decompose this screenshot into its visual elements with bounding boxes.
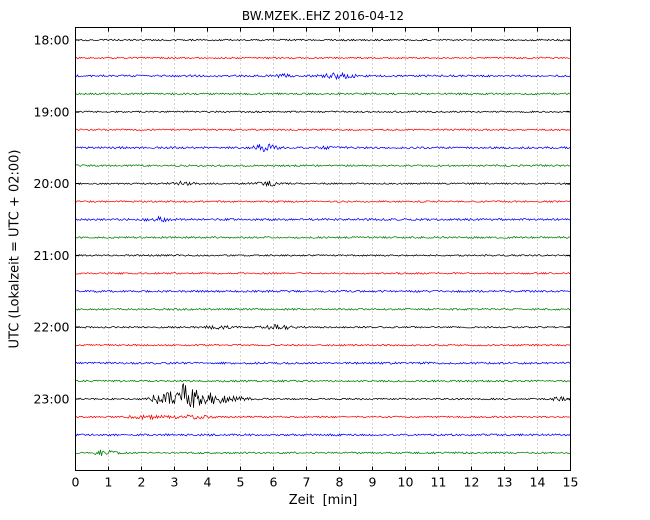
trace-row-14	[75, 289, 571, 294]
trace-row-7	[75, 164, 571, 168]
trace-row-4	[75, 110, 571, 114]
y-tick-label: 18:00	[33, 33, 69, 48]
trace-row-22	[75, 433, 571, 437]
trace-row-0	[75, 38, 571, 42]
x-tick-label: 14	[530, 475, 546, 490]
trace-row-9	[75, 200, 571, 203]
trace-row-15	[75, 307, 571, 311]
x-tick-label: 12	[464, 475, 480, 490]
trace-row-16	[75, 324, 571, 331]
x-tick-label: 10	[398, 475, 414, 490]
x-tick-label: 6	[270, 475, 278, 490]
trace-row-13	[75, 271, 571, 275]
x-tick-label: 8	[336, 475, 344, 490]
y-tick-label: 23:00	[33, 392, 69, 407]
x-tick-label: 9	[369, 475, 377, 490]
y-tick-label: 22:00	[33, 320, 69, 335]
x-tick-label: 3	[171, 475, 179, 490]
trace-row-17	[75, 343, 571, 347]
trace-row-2	[75, 71, 571, 81]
x-tick-label: 4	[204, 475, 212, 490]
x-tick-label: 15	[563, 475, 579, 490]
y-tick-label: 19:00	[33, 104, 69, 119]
x-tick-label: 5	[237, 475, 245, 490]
trace-row-12	[75, 254, 571, 257]
x-tick-label: 11	[431, 475, 447, 490]
trace-row-19	[75, 379, 571, 383]
x-tick-label: 7	[303, 475, 311, 490]
y-tick-label: 20:00	[33, 176, 69, 191]
trace-row-6	[75, 143, 571, 153]
trace-row-18	[75, 361, 571, 365]
trace-row-11	[75, 235, 571, 239]
trace-row-8	[75, 180, 571, 188]
y-tick-label: 21:00	[33, 248, 69, 263]
x-tick-label: 2	[138, 475, 146, 490]
trace-row-23	[75, 449, 571, 456]
x-axis-label: Zeit [min]	[288, 493, 358, 508]
trace-row-21	[75, 414, 571, 421]
axes-frame	[75, 27, 571, 471]
x-tick-label: 13	[497, 475, 513, 490]
trace-row-1	[75, 56, 571, 60]
trace-row-3	[75, 92, 571, 96]
trace-row-5	[75, 128, 571, 132]
x-tick-label: 1	[105, 475, 113, 490]
x-tick-label: 0	[72, 475, 80, 490]
trace-row-20	[75, 382, 571, 408]
trace-row-10	[75, 215, 571, 223]
chart-title: BW.MZEK..EHZ 2016-04-12	[241, 9, 405, 23]
